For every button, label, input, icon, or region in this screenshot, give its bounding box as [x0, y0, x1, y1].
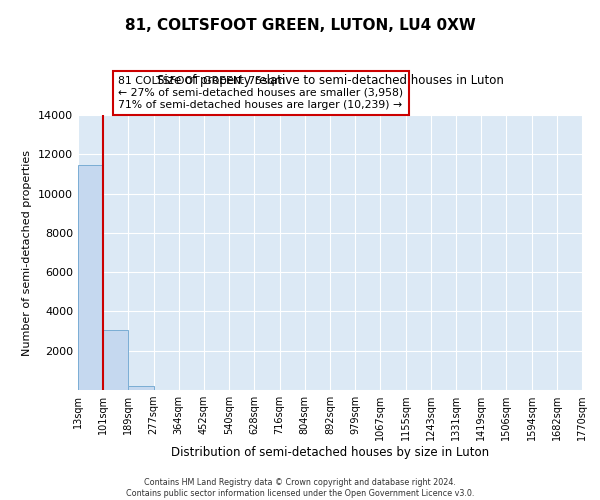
Title: Size of property relative to semi-detached houses in Luton: Size of property relative to semi-detach… — [157, 74, 503, 88]
Text: 81 COLTSFOOT GREEN: 75sqm
← 27% of semi-detached houses are smaller (3,958)
71% : 81 COLTSFOOT GREEN: 75sqm ← 27% of semi-… — [118, 76, 403, 110]
X-axis label: Distribution of semi-detached houses by size in Luton: Distribution of semi-detached houses by … — [171, 446, 489, 459]
Y-axis label: Number of semi-detached properties: Number of semi-detached properties — [22, 150, 32, 356]
Text: Contains HM Land Registry data © Crown copyright and database right 2024.
Contai: Contains HM Land Registry data © Crown c… — [126, 478, 474, 498]
Text: 81, COLTSFOOT GREEN, LUTON, LU4 0XW: 81, COLTSFOOT GREEN, LUTON, LU4 0XW — [125, 18, 475, 32]
Bar — [128, 386, 154, 390]
Bar — [103, 330, 128, 390]
Bar — [78, 165, 103, 390]
